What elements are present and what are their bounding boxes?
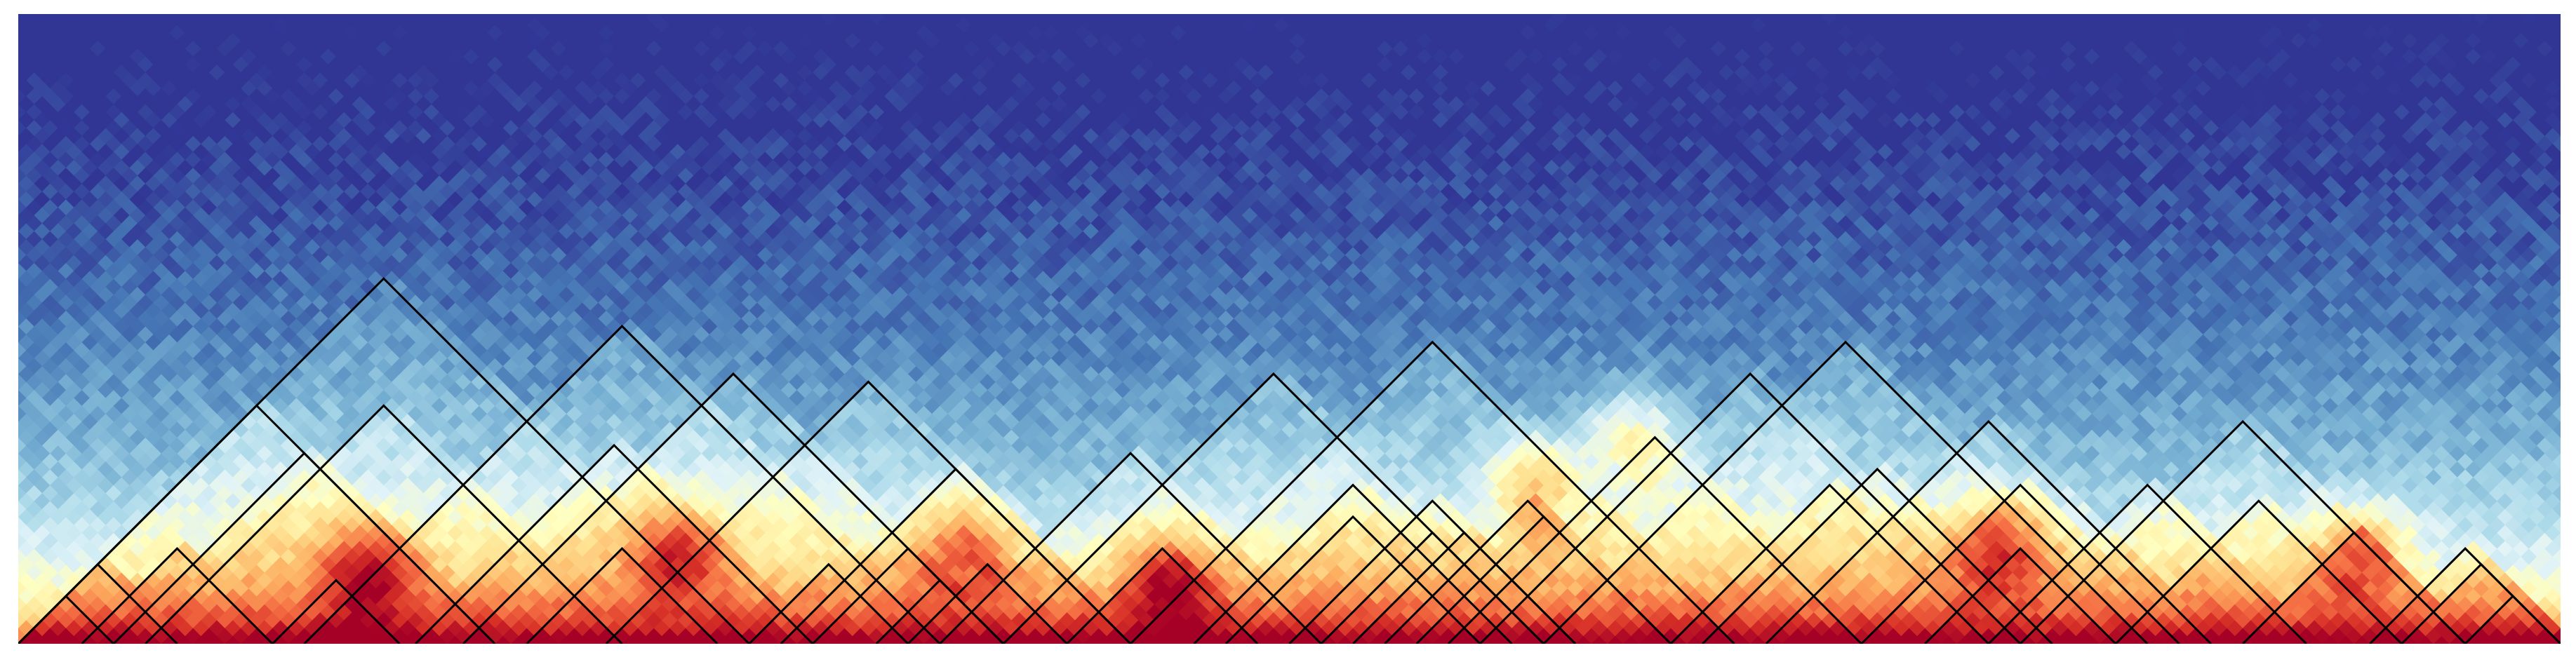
heatmap-cell	[0, 485, 11, 501]
heatmap-cell	[0, 628, 11, 644]
heatmap-cell	[18, 437, 19, 438]
heatmap-cell	[2568, 421, 2576, 438]
heatmap-cell	[18, 548, 19, 549]
heatmap-cell	[0, 565, 11, 581]
heatmap-cell	[0, 501, 11, 517]
heatmap-cell	[2568, 565, 2576, 581]
heatmap-cell	[0, 517, 11, 533]
heatmap-cell	[2560, 516, 2561, 518]
heatmap-cell	[0, 596, 11, 612]
heatmap-cell	[2568, 517, 2576, 533]
heatmap-cell	[2568, 628, 2576, 644]
heatmap-cell	[0, 580, 11, 596]
heatmap-cell	[2560, 500, 2561, 501]
heatmap-cell	[2568, 485, 2576, 501]
heatmap-cell	[2568, 405, 2576, 421]
heatmap-cell	[18, 500, 19, 501]
heatmap-cell	[0, 453, 11, 469]
heatmap-cell	[2568, 548, 2576, 565]
heatmap-cell	[2560, 548, 2561, 549]
heatmap-cell	[18, 595, 19, 597]
heatmap-cell	[18, 468, 19, 470]
heatmap-cell	[0, 438, 11, 454]
heatmap-cell	[2560, 595, 2561, 597]
heatmap-cell	[0, 532, 11, 548]
heatmap-cell	[2568, 453, 2576, 469]
heatmap-cell	[18, 516, 19, 518]
heatmap-cell	[2560, 468, 2561, 470]
heatmap-cell	[2, 477, 18, 493]
heatmap-cell	[2568, 438, 2576, 454]
heatmap-cell	[18, 643, 19, 644]
heatmap-cell	[18, 612, 19, 613]
heatmap-cell	[2560, 532, 2561, 533]
heatmap-cell	[18, 405, 19, 406]
heatmap-cell	[18, 452, 19, 454]
heatmap-cell	[0, 612, 11, 628]
heatmap-cell	[0, 469, 11, 485]
heatmap-cell	[2568, 580, 2576, 596]
heatmap-cell	[2560, 421, 2561, 422]
heatmap-cell	[2560, 612, 2561, 613]
heatmap-cell	[18, 532, 19, 533]
heatmap-cell	[2560, 437, 2561, 438]
heatmap-cell	[0, 548, 11, 565]
heatmap-cell	[18, 564, 19, 565]
heatmap-cell	[18, 627, 19, 628]
heatmap-cell	[18, 580, 19, 581]
heatmap-cell	[2568, 596, 2576, 612]
heatmap-cell	[2568, 469, 2576, 485]
heatmap-cell	[2560, 627, 2561, 628]
heatmap-cell	[2568, 532, 2576, 548]
heatmap-cell	[18, 421, 19, 422]
heatmap-cell	[2561, 477, 2576, 493]
heatmap-cell	[2560, 643, 2561, 644]
heatmap-cell	[2568, 612, 2576, 628]
heatmap-cell	[2560, 452, 2561, 454]
heatmap-cell	[2568, 501, 2576, 517]
heatmap-cell	[0, 405, 11, 421]
heatmap-cell	[2560, 564, 2561, 565]
heatmap-cell	[0, 421, 11, 438]
heatmap-cell	[2560, 580, 2561, 581]
